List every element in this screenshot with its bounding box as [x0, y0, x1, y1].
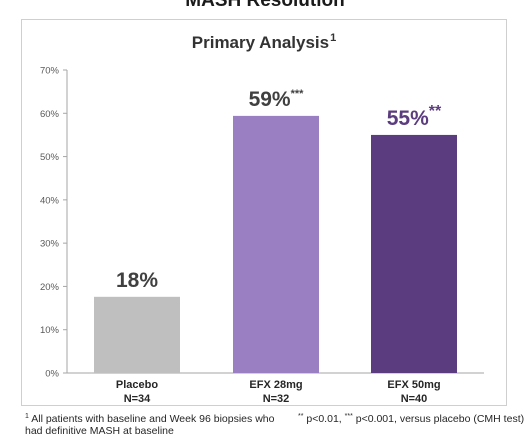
chart-frame — [21, 19, 507, 406]
y-tick-label: 30% — [40, 239, 60, 250]
x-category-sublabel: N=34 — [124, 393, 151, 405]
y-tick-label: 10% — [40, 325, 60, 336]
footnote-marker: 1 — [25, 413, 29, 420]
footnote-sig-text-2: p<0.001, versus placebo (CMH test) — [355, 413, 525, 425]
chart-title: Primary Analysis1 — [21, 32, 507, 53]
bar-1 — [94, 296, 180, 373]
x-category-label: EFX 50mg — [387, 379, 440, 391]
significance-marker: *** — [291, 88, 305, 100]
footnote-sig-marker-3: *** — [344, 413, 353, 420]
bar-2 — [233, 115, 319, 373]
y-tick-label: 20% — [40, 282, 60, 293]
footnote-significance: ** p<0.01, *** p<0.001, versus placebo (… — [298, 411, 528, 425]
footnote-population-text: All patients with baseline and Week 96 b… — [25, 413, 275, 437]
y-tick-label: 0% — [45, 369, 59, 380]
y-tick-label: 70% — [40, 66, 60, 77]
y-tick-label: 40% — [40, 195, 60, 206]
x-category-label: Placebo — [116, 379, 158, 391]
data-label-3: 55%** — [387, 103, 442, 130]
footnote-sig-marker-2: ** — [298, 413, 304, 420]
x-category-sublabel: N=32 — [263, 393, 290, 405]
x-category-sublabel: N=40 — [401, 393, 428, 405]
chart-title-footnote-marker: 1 — [330, 32, 337, 44]
slide-title: MASH Resolution — [185, 0, 345, 11]
data-label-1: 18% — [116, 269, 158, 292]
footnote-population: 1 All patients with baseline and Week 96… — [25, 411, 285, 437]
data-label-2: 59%*** — [249, 88, 305, 111]
chart-title-text: Primary Analysis — [191, 33, 330, 52]
y-tick-label: 60% — [40, 109, 60, 120]
x-category-label: EFX 28mg — [249, 379, 302, 391]
significance-marker: ** — [429, 103, 442, 120]
y-tick-label: 50% — [40, 152, 60, 163]
footnote-sig-text-1: p<0.01, — [306, 413, 342, 425]
bar-3 — [371, 134, 457, 373]
